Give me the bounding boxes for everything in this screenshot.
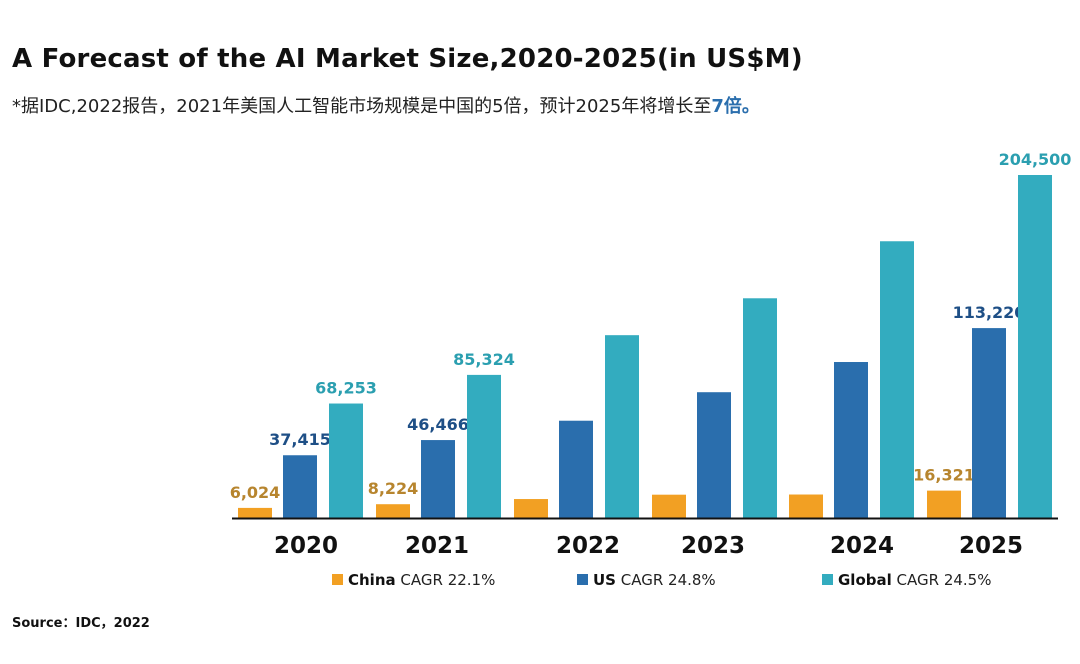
bar-china-2020 [238,507,272,518]
data-label-us-2021: 46,466 [407,415,469,434]
bar-china-2024 [789,494,823,518]
bar-china-2023 [652,494,686,518]
bar-us-2022 [559,420,593,518]
bar-global-2021 [467,374,501,518]
legend-item-global: Global CAGR 24.5% [838,571,991,589]
legend-item-china: China CAGR 22.1% [348,571,495,589]
x-tick-label-2025: 2025 [959,533,1023,559]
legend-swatch-global [822,574,833,585]
data-label-china-2021: 8,224 [368,479,419,498]
subtitle-highlight: 7倍。 [711,96,760,117]
bar-china-2025 [927,490,961,518]
x-tick-label-2020: 2020 [274,533,338,559]
bar-global-2025 [1018,175,1052,518]
legend-swatch-china [332,574,343,585]
legend-swatch-us [577,574,588,585]
data-label-us-2020: 37,415 [269,430,331,449]
chart-subtitle: *据IDC,2022报告，2021年美国人工智能市场规模是中国的5倍，预计202… [12,92,760,118]
chart-title: A Forecast of the AI Market Size,2020-20… [12,44,803,74]
bar-china-2022 [514,499,548,518]
bar-china-2021 [376,504,410,518]
bar-global-2020 [329,403,363,518]
legend-item-us: US CAGR 24.8% [593,571,716,589]
bar-us-2024 [834,362,868,518]
x-tick-label-2022: 2022 [556,533,620,559]
x-tick-label-2024: 2024 [830,533,894,559]
bar-us-2023 [697,392,731,518]
bar-us-2021 [421,440,455,518]
bar-global-2024 [880,241,914,518]
bar-us-2025 [972,328,1006,518]
data-label-global-2021: 85,324 [453,350,515,369]
bar-global-2023 [743,298,777,518]
x-tick-label-2021: 2021 [405,533,469,559]
subtitle-text: *据IDC,2022报告，2021年美国人工智能市场规模是中国的5倍，预计202… [12,96,712,117]
data-label-global-2025: 204,500 [999,150,1072,169]
bar-global-2022 [605,335,639,518]
x-tick-label-2023: 2023 [681,533,745,559]
data-label-global-2020: 68,253 [315,379,377,398]
data-label-us-2025: 113,220 [953,303,1026,322]
data-label-china-2020: 6,024 [230,483,281,502]
data-label-china-2025: 16,321 [913,466,975,485]
source-note: Source：IDC，2022 [12,616,150,631]
bar-us-2020 [283,455,317,518]
